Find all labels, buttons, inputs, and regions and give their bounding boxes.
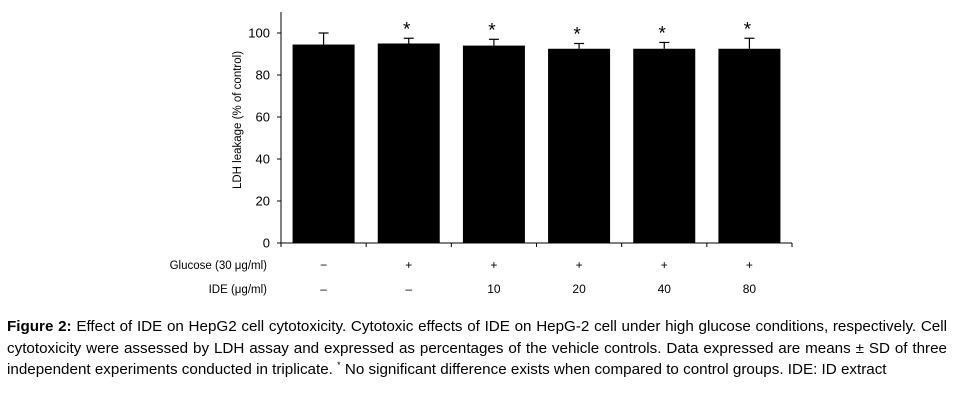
y-tick-label: 0 [263,236,270,251]
y-tick-label: 40 [256,152,270,167]
caption-superscript: * [337,359,341,370]
significance-star: * [659,23,667,44]
condition-value: – [405,282,412,296]
figure-caption: Figure 2: Effect of IDE on HepG2 cell cy… [7,316,947,381]
condition-rows: Glucose (30 μg/ml) − + + + + + IDE (μg/ml) – – 10 2… [170,258,757,296]
caption-label: Figure 2: [7,318,72,335]
y-axis-ticks: 0 20 40 60 80 100 [248,26,281,251]
y-axis-label: LDH leakage (% of control) [232,51,244,189]
condition-value: + [405,258,412,272]
bar [718,48,781,243]
caption-text: Effect of IDE on HepG2 cell cytotoxicity… [7,318,948,378]
bar-chart: 0 20 40 60 80 100 * * * * * Glucose (30 μg/ml) − + +… [170,12,793,296]
condition-value: 80 [743,282,757,296]
y-tick-label: 80 [256,68,270,83]
condition-value: 40 [658,282,672,296]
condition-value: + [576,258,583,272]
bar [633,48,696,243]
condition-row-label: IDE (μg/ml) [209,284,268,296]
y-tick-label: 60 [256,110,270,125]
condition-value: + [490,258,497,272]
condition-value: − [320,258,327,272]
bar [292,44,355,243]
bar [462,45,525,243]
significance-star: * [744,19,752,40]
bar [377,43,440,243]
significance-markers: * * * * * [403,19,752,45]
caption-text-continued: No significant difference exists when co… [340,361,887,378]
significance-star: * [403,19,411,40]
condition-value: + [746,258,753,272]
significance-star: * [573,25,581,46]
y-tick-label: 100 [248,26,270,41]
condition-row-label: Glucose (30 μg/ml) [170,260,268,272]
condition-value: – [320,282,327,296]
bar-series [292,43,781,243]
chart-axes [280,12,793,247]
condition-value: 20 [572,282,586,296]
condition-value: + [661,258,668,272]
condition-value: 10 [487,282,501,296]
significance-star: * [488,20,496,41]
bar [548,48,611,243]
error-bars [318,32,755,49]
y-tick-label: 20 [256,194,270,209]
